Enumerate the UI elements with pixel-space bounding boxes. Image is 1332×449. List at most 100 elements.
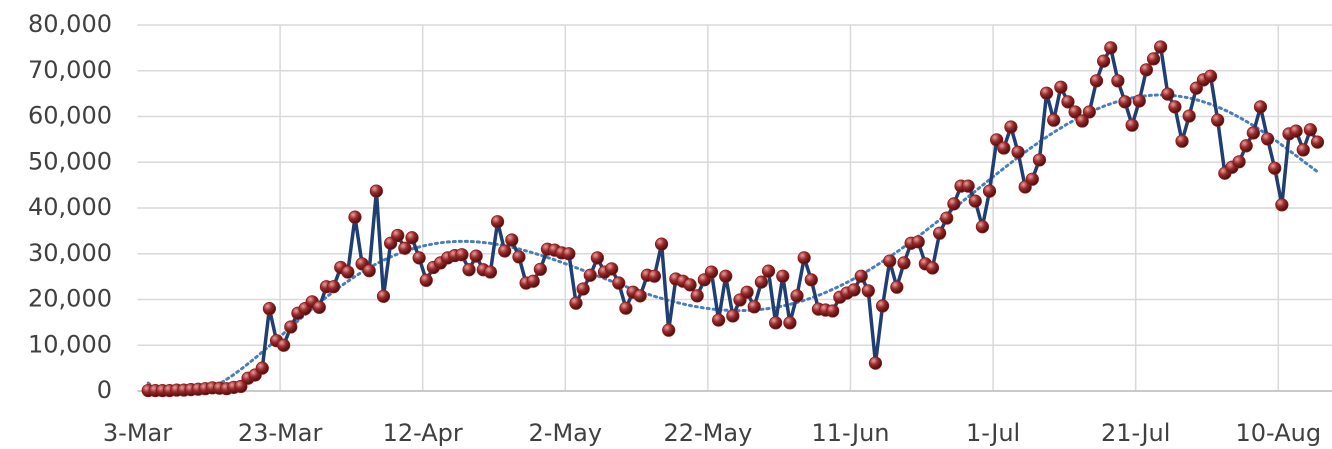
marker xyxy=(890,280,904,294)
marker xyxy=(1111,74,1125,88)
marker xyxy=(776,269,790,283)
marker xyxy=(284,320,298,334)
marker xyxy=(398,241,412,255)
marker xyxy=(1296,143,1310,157)
marker xyxy=(997,141,1011,155)
x-tick-label: 22-May xyxy=(663,419,752,447)
y-tick-label: 30,000 xyxy=(28,239,112,267)
marker xyxy=(1089,74,1104,88)
marker xyxy=(498,244,512,258)
marker xyxy=(590,251,604,265)
marker xyxy=(847,283,861,297)
marker xyxy=(1161,87,1175,101)
marker xyxy=(1275,198,1289,212)
marker xyxy=(605,262,619,276)
marker xyxy=(719,269,733,283)
marker xyxy=(875,299,890,313)
marker xyxy=(326,280,341,294)
marker xyxy=(704,265,719,279)
marker xyxy=(391,228,405,243)
marker xyxy=(1132,94,1146,108)
marker xyxy=(1146,52,1161,66)
marker xyxy=(982,184,997,198)
marker xyxy=(769,316,783,330)
marker xyxy=(933,226,947,240)
marker xyxy=(1061,95,1075,109)
y-tick-label: 10,000 xyxy=(28,330,112,358)
marker xyxy=(362,264,376,278)
marker xyxy=(826,304,840,318)
marker xyxy=(1268,161,1282,175)
marker xyxy=(1082,105,1096,119)
marker xyxy=(312,300,326,314)
x-tick-label: 10-Aug xyxy=(1236,419,1322,447)
marker xyxy=(1211,113,1225,127)
marker xyxy=(1203,69,1218,83)
marker xyxy=(1125,118,1139,132)
x-tick-label: 11-Jun xyxy=(811,419,889,447)
marker xyxy=(1054,80,1068,94)
marker xyxy=(1246,126,1260,140)
marker xyxy=(925,261,940,275)
marker xyxy=(947,197,961,211)
y-tick-label: 50,000 xyxy=(28,147,112,175)
marker xyxy=(483,265,498,279)
marker xyxy=(1118,95,1132,109)
marker xyxy=(569,296,583,310)
marker xyxy=(419,273,433,287)
marker xyxy=(1068,105,1082,119)
marker xyxy=(412,251,426,265)
marker xyxy=(505,233,519,247)
marker xyxy=(790,289,804,303)
marker xyxy=(619,301,633,315)
marker xyxy=(747,300,761,314)
marker xyxy=(854,269,868,283)
marker xyxy=(469,249,483,263)
marker xyxy=(690,289,704,303)
marker xyxy=(376,289,391,303)
marker xyxy=(348,210,362,224)
marker xyxy=(761,264,776,278)
marker xyxy=(1168,100,1182,114)
marker xyxy=(754,275,768,289)
marker xyxy=(740,285,754,299)
marker xyxy=(1239,139,1253,153)
marker xyxy=(1232,155,1246,169)
marker xyxy=(861,284,875,298)
marker xyxy=(612,276,626,290)
marker xyxy=(583,268,597,282)
marker xyxy=(1261,132,1275,146)
marker xyxy=(1075,114,1089,128)
marker xyxy=(1097,54,1111,68)
y-tick-label: 60,000 xyxy=(28,102,112,130)
marker xyxy=(1104,41,1118,55)
marker xyxy=(654,237,669,251)
x-tick-label: 23-Mar xyxy=(238,419,323,447)
marker xyxy=(1154,40,1168,54)
marker xyxy=(277,338,291,352)
marker xyxy=(1175,134,1189,148)
marker xyxy=(797,251,811,265)
y-tick-label: 20,000 xyxy=(28,285,112,313)
x-tick-label: 1-Jul xyxy=(966,419,1020,447)
marker xyxy=(1303,123,1317,137)
marker xyxy=(868,356,883,370)
marker xyxy=(1310,135,1325,149)
marker xyxy=(576,282,590,296)
marker xyxy=(462,263,476,277)
marker xyxy=(1289,124,1303,138)
marker xyxy=(512,250,526,264)
marker xyxy=(711,313,726,327)
marker xyxy=(1047,113,1061,127)
marker xyxy=(526,274,540,288)
marker xyxy=(1004,120,1018,134)
marker xyxy=(562,247,576,261)
marker xyxy=(341,265,355,279)
marker xyxy=(783,316,797,330)
marker xyxy=(1032,153,1047,167)
marker xyxy=(1025,172,1039,186)
marker xyxy=(726,309,740,323)
marker xyxy=(940,211,954,225)
marker xyxy=(804,273,818,287)
